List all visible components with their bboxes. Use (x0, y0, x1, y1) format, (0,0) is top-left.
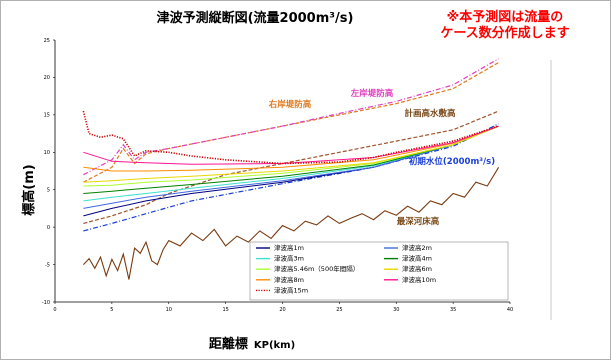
y-tick-label: 0 (47, 225, 50, 231)
y-tick-label: 10 (44, 150, 50, 156)
y-axis-label: 標高(m) (21, 164, 37, 215)
plot-axes: -10 -5 0 5 10 15 20 25 0 5 10 15 20 25 30 35 40 (42, 38, 513, 313)
annotation-4: 初期水位(2000m³/s) (409, 156, 495, 167)
annotation-2: 左岸堤防高 (350, 88, 394, 99)
note-line-2: ケース数分作成します (440, 25, 569, 41)
x-tick-label: 5 (110, 307, 113, 313)
tsunami-series-line-8 (83, 125, 499, 165)
tsunami-series-line-6 (83, 125, 499, 183)
x-tick-label: 30 (393, 307, 399, 313)
x-axis-label-text: 距離標 (209, 336, 248, 352)
annotation-5: 最深河床高 (397, 216, 440, 227)
legend: 津波高1m 津波高2m 津波高3m 津波高4m 津波高5.46m（500年間隔） 津波高6… (249, 241, 509, 301)
x-tick-label: 10 (166, 307, 172, 313)
x-axis-label: 距離標 KP(km) (209, 336, 295, 352)
annotation-1: 右岸堤防高 (268, 99, 312, 110)
y-tick-label: 25 (44, 38, 50, 44)
legend-item: 津波高10m (402, 275, 436, 284)
x-tick-label: 35 (450, 307, 456, 313)
tsunami-series-line-7 (83, 125, 499, 172)
legend-item: 津波高4m (402, 254, 432, 263)
x-tick-label: 15 (222, 307, 228, 313)
y-tick-label: -5 (45, 262, 50, 268)
x-tick-label: 40 (507, 307, 513, 313)
legend-item: 津波高15m (274, 285, 308, 294)
y-tick-label: 15 (44, 113, 50, 119)
x-tick-label: 25 (336, 307, 342, 313)
legend-box (249, 241, 509, 301)
legend-item: 津波高2m (402, 243, 432, 252)
annotation-3: 計画高水敷高 (404, 108, 456, 119)
note-line-1: ※本予測図は流量の (447, 9, 564, 25)
y-tick-label: -10 (42, 300, 50, 306)
reference-line-2 (83, 58, 499, 176)
reference-line-5 (83, 167, 500, 280)
plot-lines (82, 58, 500, 280)
reference-line-1 (83, 61, 499, 183)
x-axis-unit: KP(km) (254, 340, 295, 351)
x-tick-label: 20 (279, 307, 285, 313)
y-tick-label: 5 (47, 188, 50, 194)
legend-item: 津波高8m (274, 275, 304, 284)
legend-item: 津波高6m (402, 264, 432, 273)
legend-item: 津波高1m (274, 243, 304, 252)
legend-item: 津波高3m (274, 254, 304, 263)
chart-title: 津波予測縦断図(流量2000m³/s) (157, 10, 354, 26)
legend-item: 津波高5.46m（500年間隔） (274, 264, 359, 273)
y-tick-label: 20 (44, 75, 50, 81)
x-tick-label: 0 (53, 307, 56, 313)
